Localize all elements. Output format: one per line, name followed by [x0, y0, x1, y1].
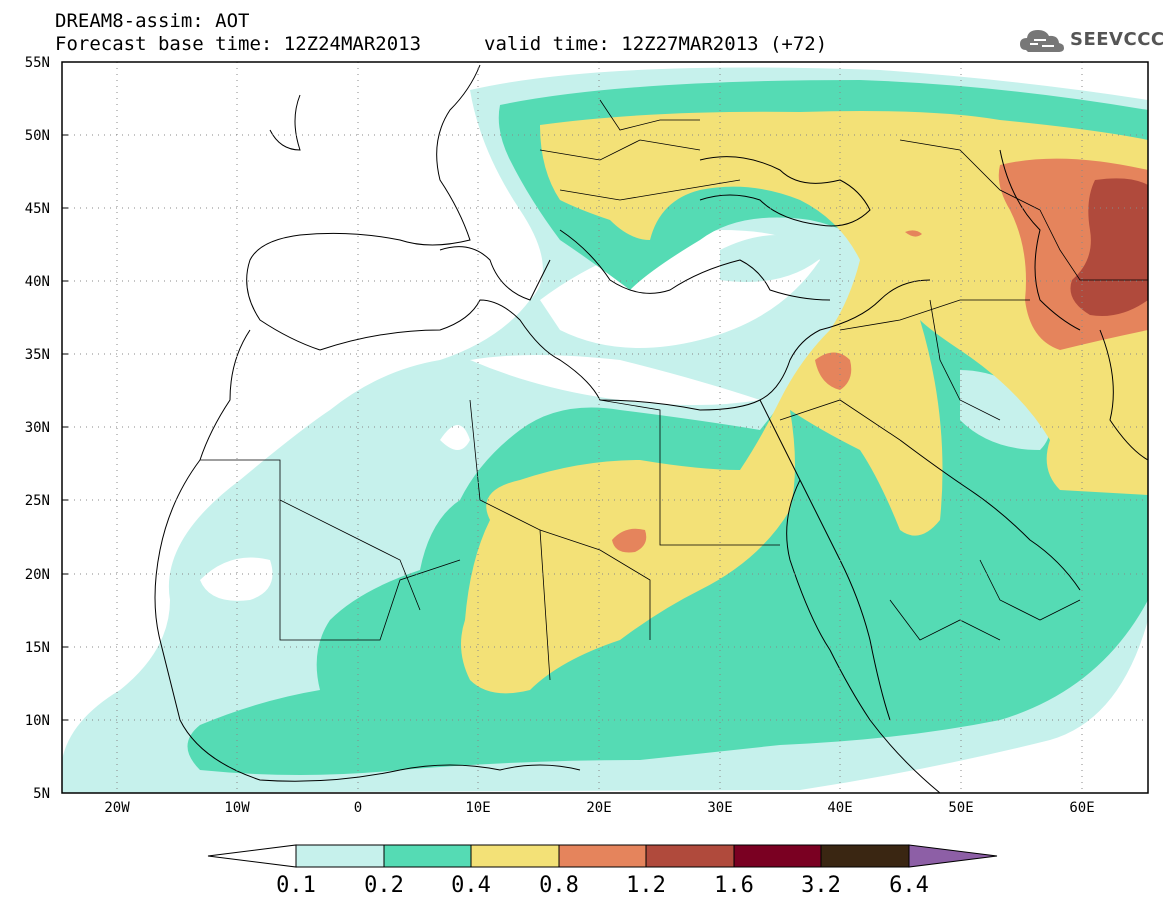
lat-label: 50N — [25, 128, 50, 144]
lon-label: 50E — [948, 800, 973, 816]
colorbar: 0.1 0.2 0.4 0.8 1.2 1.6 3.2 6.4 — [207, 844, 998, 898]
colorbar-label: 6.4 — [889, 873, 929, 898]
colorbar-swatch — [645, 844, 735, 868]
country-borders — [200, 99, 1148, 681]
colorbar-swatch — [295, 844, 385, 868]
colorbar-high-arrow — [908, 844, 998, 868]
colorbar-low-arrow — [207, 844, 297, 868]
lon-label: 30E — [707, 800, 732, 816]
lon-label: 60E — [1069, 800, 1094, 816]
colorbar-label: 3.2 — [801, 873, 841, 898]
colorbar-label: 1.6 — [714, 873, 754, 898]
colorbar-label: 0.2 — [364, 873, 404, 898]
lat-ticks — [62, 134, 68, 721]
lon-label: 10W — [224, 800, 250, 816]
lat-label: 30N — [25, 420, 50, 436]
lat-label: 35N — [25, 347, 50, 363]
lat-axis: 55N 50N 45N 40N 35N 30N 25N 20N 15N 10N … — [25, 55, 50, 802]
colorbar-swatch — [820, 844, 910, 868]
lon-axis: 20W 10W 0 10E 20E 30E 40E 50E 60E — [104, 800, 1094, 816]
lat-label: 20N — [25, 567, 50, 583]
colorbar-swatch — [558, 844, 647, 868]
colorbar-label: 0.8 — [539, 873, 579, 898]
lon-label: 40E — [827, 800, 852, 816]
colorbar-label: 0.4 — [451, 873, 491, 898]
gridlines — [62, 62, 1148, 793]
lon-label: 0 — [354, 800, 362, 816]
lat-label: 15N — [25, 640, 50, 656]
lat-label: 25N — [25, 493, 50, 509]
lat-label: 40N — [25, 274, 50, 290]
lat-label: 55N — [25, 55, 50, 71]
lon-label: 20E — [586, 800, 611, 816]
lat-label: 10N — [25, 713, 50, 729]
colorbar-swatch — [470, 844, 560, 868]
cloud-icon — [1020, 30, 1064, 52]
lon-label: 10E — [465, 800, 490, 816]
colorbar-swatch — [383, 844, 472, 868]
coastlines — [154, 64, 1148, 793]
colorbar-label: 1.2 — [626, 873, 666, 898]
map-title: DREAM8-assim: AOT — [55, 10, 250, 32]
lon-label: 20W — [104, 800, 130, 816]
logo-text: SEEVCCC — [1070, 29, 1165, 50]
colorbar-label: 0.1 — [276, 873, 316, 898]
colorbar-swatch — [733, 844, 822, 868]
valid-time: valid time: 12Z27MAR2013 (+72) — [484, 33, 828, 55]
lat-label: 45N — [25, 201, 50, 217]
aot-field — [62, 62, 1148, 793]
forecast-base-time: Forecast base time: 12Z24MAR2013 — [55, 33, 422, 55]
aot-band-1.2 — [1070, 178, 1148, 316]
lat-label: 5N — [33, 786, 50, 802]
